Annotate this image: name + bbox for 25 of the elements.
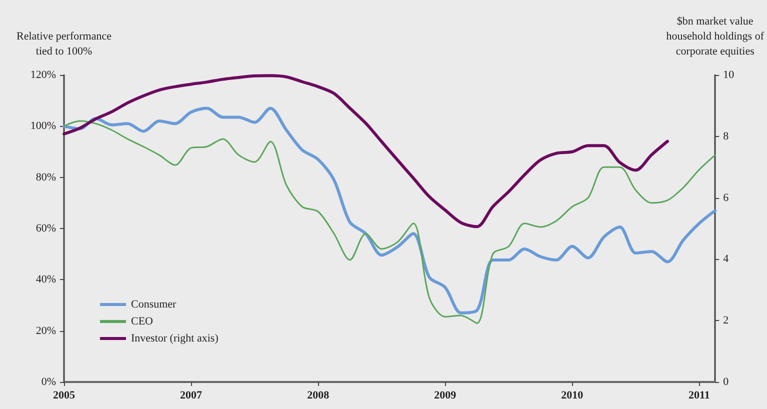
y-axis-title: Relative performance tied to 100% — [16, 30, 112, 58]
y-tick-label: 120% — [30, 69, 56, 81]
x-tick-label: 2005 — [53, 390, 76, 402]
y-tick-label: 40% — [36, 274, 56, 286]
y2-tick-label: 8 — [723, 130, 730, 142]
line-series — [62, 74, 669, 228]
legend-label: Consumer — [131, 298, 177, 310]
y2-tick-label: 6 — [723, 192, 730, 204]
legend-label: CEO — [131, 316, 154, 328]
x-tick-label: 2010 — [561, 390, 584, 402]
y-tick-label: 60% — [36, 222, 56, 234]
x-tick-label: 2011 — [688, 390, 710, 402]
y-tick-label: 80% — [36, 171, 56, 184]
x-tick-label: 2008 — [307, 390, 330, 402]
x-tick-label: 2007 — [180, 390, 203, 402]
y2-tick-label: 0 — [723, 376, 730, 388]
x-tick-label: 2009 — [434, 390, 457, 402]
y-tick-label: 0% — [41, 376, 56, 388]
y2-tick-label: 4 — [723, 253, 730, 266]
y2-tick-label: 10 — [723, 69, 735, 81]
y2-tick-label: 2 — [723, 314, 729, 327]
y-tick-label: 100% — [30, 120, 56, 132]
legend-label: Investor (right axis) — [131, 332, 219, 344]
y-tick-label: 20% — [36, 324, 56, 337]
y2-axis-title: $bn market value household holdings of corporate equities — [666, 16, 764, 58]
